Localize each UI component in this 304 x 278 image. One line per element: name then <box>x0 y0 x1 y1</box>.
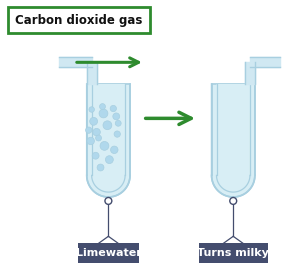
Circle shape <box>230 197 237 204</box>
Circle shape <box>86 127 92 133</box>
Polygon shape <box>92 175 125 192</box>
Bar <box>216 113 250 175</box>
Polygon shape <box>216 84 250 192</box>
FancyBboxPatch shape <box>78 243 139 263</box>
Circle shape <box>93 128 100 136</box>
Circle shape <box>97 164 104 171</box>
Text: Turns milky: Turns milky <box>197 248 269 258</box>
Circle shape <box>100 142 109 150</box>
Circle shape <box>89 107 95 112</box>
Text: Limewater: Limewater <box>75 248 141 258</box>
Circle shape <box>114 131 120 137</box>
Circle shape <box>105 156 113 163</box>
Polygon shape <box>92 84 125 192</box>
Circle shape <box>87 137 95 145</box>
Polygon shape <box>212 84 255 197</box>
Circle shape <box>90 117 98 125</box>
Circle shape <box>111 146 118 153</box>
Circle shape <box>99 109 108 118</box>
Circle shape <box>113 113 120 120</box>
Circle shape <box>92 152 99 159</box>
Polygon shape <box>87 84 130 197</box>
Circle shape <box>99 104 105 110</box>
Circle shape <box>110 105 116 112</box>
Polygon shape <box>216 175 250 192</box>
Text: Carbon dioxide gas: Carbon dioxide gas <box>15 14 143 27</box>
Bar <box>92 110 125 175</box>
Circle shape <box>105 197 112 204</box>
Circle shape <box>103 121 112 130</box>
FancyBboxPatch shape <box>8 7 150 33</box>
Circle shape <box>96 135 102 141</box>
Circle shape <box>115 120 121 126</box>
FancyBboxPatch shape <box>199 243 268 263</box>
